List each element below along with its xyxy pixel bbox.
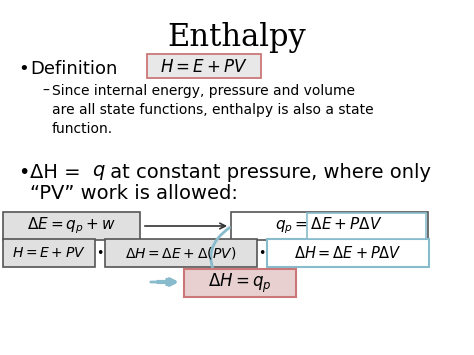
Text: $\Delta H = q_p$: $\Delta H = q_p$ [208, 272, 272, 295]
FancyBboxPatch shape [184, 269, 296, 297]
Text: Since internal energy, pressure and volume
are all state functions, enthalpy is : Since internal energy, pressure and volu… [52, 84, 374, 136]
Text: $H = E + PV$: $H = E + PV$ [12, 246, 86, 260]
Text: $H = E + PV$: $H = E + PV$ [160, 59, 248, 76]
Text: $q$: $q$ [92, 163, 106, 182]
FancyBboxPatch shape [267, 239, 429, 267]
FancyBboxPatch shape [231, 212, 428, 240]
FancyBboxPatch shape [3, 212, 140, 240]
Text: •: • [258, 246, 265, 260]
FancyBboxPatch shape [3, 239, 95, 267]
Text: at constant pressure, where only: at constant pressure, where only [104, 163, 431, 182]
Text: •: • [96, 246, 103, 260]
Text: Definition: Definition [30, 60, 118, 78]
Text: $\Delta H = \Delta E + P\Delta V$: $\Delta H = \Delta E + P\Delta V$ [294, 245, 402, 261]
FancyBboxPatch shape [307, 213, 426, 239]
FancyBboxPatch shape [147, 54, 261, 78]
Text: –: – [42, 84, 49, 98]
Text: “PV” work is allowed:: “PV” work is allowed: [30, 184, 238, 203]
Text: $q_p = \Delta E + P\Delta V$: $q_p = \Delta E + P\Delta V$ [275, 216, 383, 236]
Text: Enthalpy: Enthalpy [168, 22, 306, 53]
Text: •: • [18, 163, 29, 182]
Text: $\Delta H = \Delta E + \Delta(PV)$: $\Delta H = \Delta E + \Delta(PV)$ [126, 245, 237, 261]
Text: •: • [18, 60, 29, 78]
Text: ΔH =: ΔH = [30, 163, 87, 182]
Text: $\Delta E = q_p + w$: $\Delta E = q_p + w$ [27, 216, 116, 236]
FancyBboxPatch shape [105, 239, 257, 267]
